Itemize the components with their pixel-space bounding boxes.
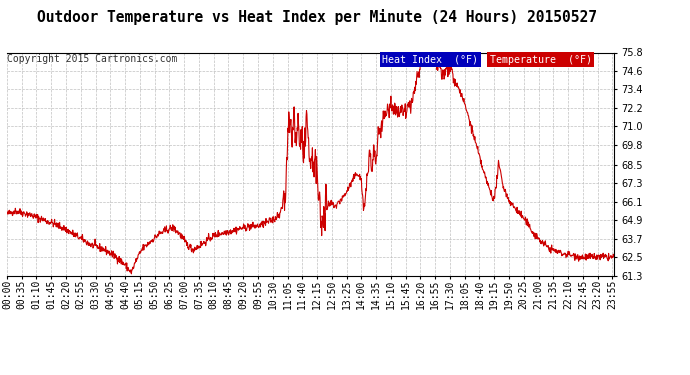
Text: Outdoor Temperature vs Heat Index per Minute (24 Hours) 20150527: Outdoor Temperature vs Heat Index per Mi… bbox=[37, 9, 598, 26]
Text: Copyright 2015 Cartronics.com: Copyright 2015 Cartronics.com bbox=[7, 54, 177, 64]
Text: Heat Index  (°F): Heat Index (°F) bbox=[382, 55, 478, 65]
Text: Temperature  (°F): Temperature (°F) bbox=[490, 55, 591, 65]
